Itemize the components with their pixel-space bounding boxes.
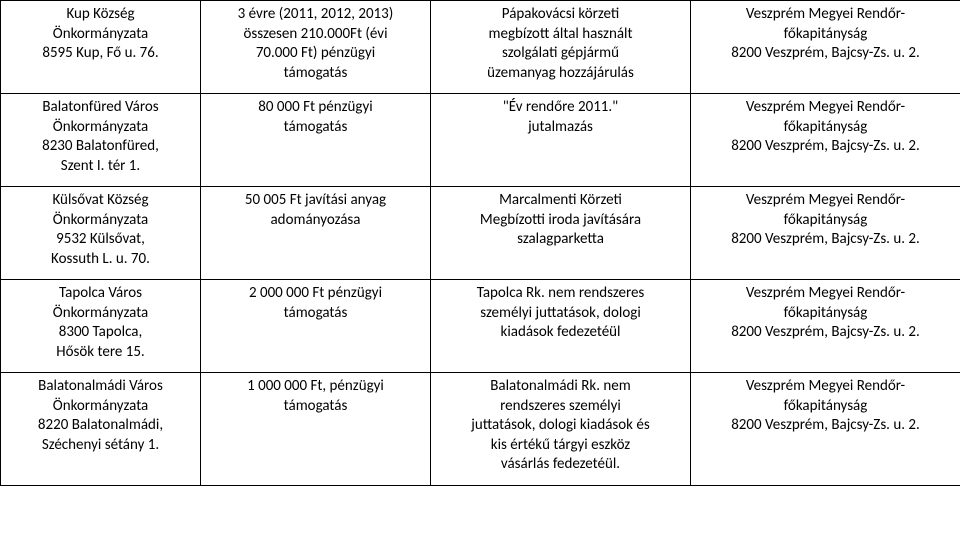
purpose-cell: "Év rendőre 2011." jutalmazás — [431, 94, 691, 187]
cell-line: 2 000 000 Ft pénzügyi — [207, 284, 424, 304]
amount-cell: 2 000 000 Ft pénzügyi támogatás — [201, 280, 431, 373]
cell-line: Önkormányzata — [7, 211, 194, 231]
cell-line: jutalmazás — [437, 118, 684, 138]
cell-line: 8230 Balatonfüred, — [7, 137, 194, 157]
cell-line: Szent I. tér 1. — [7, 157, 194, 177]
purpose-cell: Marcalmenti Körzeti Megbízotti iroda jav… — [431, 187, 691, 280]
cell-line: szalagparketta — [437, 230, 684, 250]
cell-line: Önkormányzata — [7, 397, 194, 417]
cell-line: Önkormányzata — [7, 118, 194, 138]
cell-line: Veszprém Megyei Rendőr- — [697, 191, 954, 211]
recipient-cell: Veszprém Megyei Rendőr- főkapitányság 82… — [691, 187, 960, 280]
cell-line: Tapolca Rk. nem rendszeres — [437, 284, 684, 304]
cell-line: üzemanyag hozzájárulás — [437, 64, 684, 84]
cell-line: szolgálati gépjármű — [437, 44, 684, 64]
table-row: Kup Község Önkormányzata 8595 Kup, Fő u.… — [1, 1, 960, 94]
cell-line: támogatás — [207, 118, 424, 138]
amount-cell: 80 000 Ft pénzügyi támogatás — [201, 94, 431, 187]
cell-line: támogatás — [207, 397, 424, 417]
cell-line: Balatonfüred Város — [7, 98, 194, 118]
cell-line: Hősök tere 15. — [7, 343, 194, 363]
donor-cell: Balatonalmádi Város Önkormányzata 8220 B… — [1, 373, 201, 486]
cell-line: vásárlás fedezetéül. — [437, 455, 684, 475]
cell-line: főkapitányság — [697, 397, 954, 417]
cell-line: adományozása — [207, 211, 424, 231]
table-row: Balatonfüred Város Önkormányzata 8230 Ba… — [1, 94, 960, 187]
table-row: Balatonalmádi Város Önkormányzata 8220 B… — [1, 373, 960, 486]
table-row: Külsővat Község Önkormányzata 9532 Külső… — [1, 187, 960, 280]
recipient-cell: Veszprém Megyei Rendőr- főkapitányság 82… — [691, 373, 960, 486]
cell-line: 8200 Veszprém, Bajcsy-Zs. u. 2. — [697, 137, 954, 157]
cell-line: Veszprém Megyei Rendőr- — [697, 5, 954, 25]
cell-line: 80 000 Ft pénzügyi — [207, 98, 424, 118]
cell-line: személyi juttatások, dologi — [437, 304, 684, 324]
cell-line: Balatonalmádi Város — [7, 377, 194, 397]
cell-line: Balatonalmádi Rk. nem — [437, 377, 684, 397]
purpose-cell: Balatonalmádi Rk. nem rendszeres személy… — [431, 373, 691, 486]
table-row: Tapolca Város Önkormányzata 8300 Tapolca… — [1, 280, 960, 373]
cell-line: rendszeres személyi — [437, 397, 684, 417]
cell-line: főkapitányság — [697, 118, 954, 138]
cell-line: Pápakovácsi körzeti — [437, 5, 684, 25]
donor-cell: Tapolca Város Önkormányzata 8300 Tapolca… — [1, 280, 201, 373]
recipient-cell: Veszprém Megyei Rendőr- főkapitányság 82… — [691, 94, 960, 187]
cell-line: kiadások fedezetéül — [437, 323, 684, 343]
donor-cell: Külsővat Község Önkormányzata 9532 Külső… — [1, 187, 201, 280]
cell-line: Önkormányzata — [7, 304, 194, 324]
cell-line: Kossuth L. u. 70. — [7, 250, 194, 270]
cell-line: főkapitányság — [697, 304, 954, 324]
cell-line: 8300 Tapolca, — [7, 323, 194, 343]
cell-line: támogatás — [207, 64, 424, 84]
cell-line: megbízott által használt — [437, 25, 684, 45]
purpose-cell: Pápakovácsi körzeti megbízott által hasz… — [431, 1, 691, 94]
cell-line: Tapolca Város — [7, 284, 194, 304]
recipient-cell: Veszprém Megyei Rendőr- főkapitányság 82… — [691, 280, 960, 373]
cell-line: Önkormányzata — [7, 25, 194, 45]
amount-cell: 1 000 000 Ft, pénzügyi támogatás — [201, 373, 431, 486]
cell-line: 8200 Veszprém, Bajcsy-Zs. u. 2. — [697, 323, 954, 343]
donor-cell: Kup Község Önkormányzata 8595 Kup, Fő u.… — [1, 1, 201, 94]
cell-line: támogatás — [207, 304, 424, 324]
cell-line: Külsővat Község — [7, 191, 194, 211]
cell-line: Marcalmenti Körzeti — [437, 191, 684, 211]
purpose-cell: Tapolca Rk. nem rendszeres személyi jutt… — [431, 280, 691, 373]
cell-line: 8200 Veszprém, Bajcsy-Zs. u. 2. — [697, 44, 954, 64]
amount-cell: 3 évre (2011, 2012, 2013) összesen 210.0… — [201, 1, 431, 94]
support-table: Kup Község Önkormányzata 8595 Kup, Fő u.… — [0, 0, 960, 486]
cell-line: főkapitányság — [697, 211, 954, 231]
cell-line: Veszprém Megyei Rendőr- — [697, 98, 954, 118]
cell-line: 8220 Balatonalmádi, — [7, 416, 194, 436]
cell-line: összesen 210.000Ft (évi — [207, 25, 424, 45]
donor-cell: Balatonfüred Város Önkormányzata 8230 Ba… — [1, 94, 201, 187]
cell-line: Megbízotti iroda javítására — [437, 211, 684, 231]
cell-line: 8595 Kup, Fő u. 76. — [7, 44, 194, 64]
cell-line: 70.000 Ft) pénzügyi — [207, 44, 424, 64]
cell-line: 8200 Veszprém, Bajcsy-Zs. u. 2. — [697, 230, 954, 250]
cell-line: Széchenyi sétány 1. — [7, 436, 194, 456]
cell-line: "Év rendőre 2011." — [437, 98, 684, 118]
cell-line: Veszprém Megyei Rendőr- — [697, 284, 954, 304]
cell-line: 3 évre (2011, 2012, 2013) — [207, 5, 424, 25]
table-body: Kup Község Önkormányzata 8595 Kup, Fő u.… — [1, 1, 960, 486]
amount-cell: 50 005 Ft javítási anyag adományozása — [201, 187, 431, 280]
cell-line: főkapitányság — [697, 25, 954, 45]
cell-line: 50 005 Ft javítási anyag — [207, 191, 424, 211]
cell-line: Veszprém Megyei Rendőr- — [697, 377, 954, 397]
cell-line: 8200 Veszprém, Bajcsy-Zs. u. 2. — [697, 416, 954, 436]
cell-line: Kup Község — [7, 5, 194, 25]
cell-line: 1 000 000 Ft, pénzügyi — [207, 377, 424, 397]
cell-line: juttatások, dologi kiadások és — [437, 416, 684, 436]
cell-line: kis értékű tárgyi eszköz — [437, 436, 684, 456]
cell-line: 9532 Külsővat, — [7, 230, 194, 250]
recipient-cell: Veszprém Megyei Rendőr- főkapitányság 82… — [691, 1, 960, 94]
